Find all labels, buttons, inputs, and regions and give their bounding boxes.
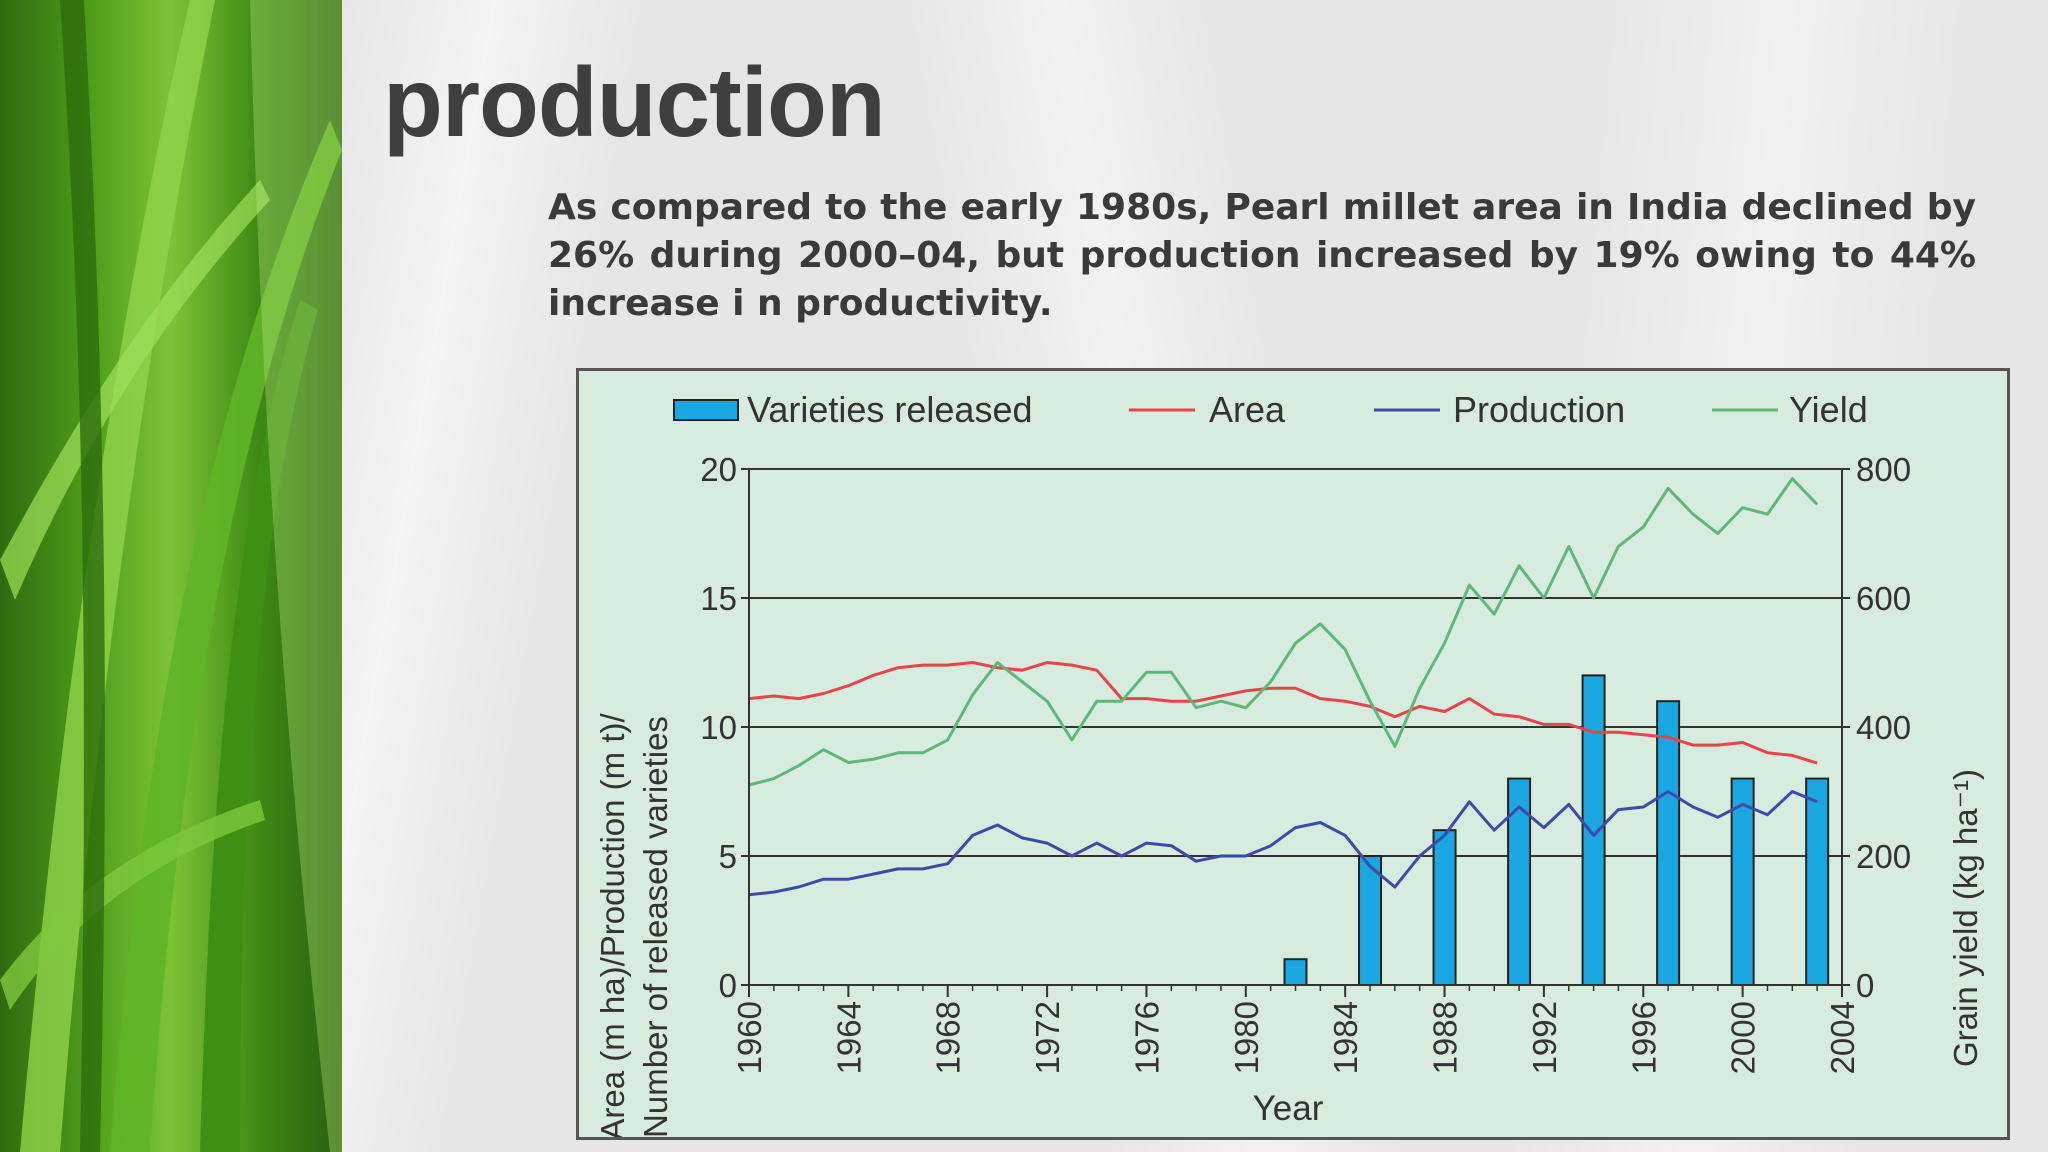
bar-1991 xyxy=(1507,777,1532,986)
y2-tick-label-0: 0 xyxy=(1856,967,1874,1004)
x-tick-label-1968: 1968 xyxy=(930,1001,967,1074)
grass-image xyxy=(0,0,342,1152)
y-axis-title-line2: Number of released varieties xyxy=(637,716,674,1137)
x-tick-label-1992: 1992 xyxy=(1526,1001,1563,1074)
bar-series-varieties xyxy=(1283,674,1830,987)
x-tick-label-1960: 1960 xyxy=(731,1001,768,1074)
y2-tick-label-600: 600 xyxy=(1856,580,1911,617)
legend-label-yield: Yield xyxy=(1789,389,1868,430)
y-tick-label-0: 0 xyxy=(719,967,737,1004)
y-axis-title-line1: Area (m ha)/Production (m t)/ xyxy=(594,713,631,1137)
legend-label-varieties: Varieties released xyxy=(747,389,1033,430)
x-tick-label-2000: 2000 xyxy=(1725,1001,1762,1074)
y-tick-label-10: 10 xyxy=(700,709,737,746)
bar-1982 xyxy=(1283,958,1308,987)
line-series-area xyxy=(748,661,1818,765)
line-series-group xyxy=(748,477,1819,897)
x-tick-label-1972: 1972 xyxy=(1029,1001,1066,1074)
bar-1985 xyxy=(1358,855,1383,986)
line-series-production xyxy=(748,790,1818,897)
x-tick-label-1984: 1984 xyxy=(1327,1001,1364,1074)
x-axis-title: Year xyxy=(1253,1089,1324,1128)
y2-axis-title: Grain yield (kg ha⁻¹) xyxy=(1947,769,1984,1067)
bar-1994 xyxy=(1581,674,1606,986)
y2-tick-label-800: 800 xyxy=(1856,451,1911,488)
y-tick-label-5: 5 xyxy=(719,838,737,875)
y-tick-label-15: 15 xyxy=(700,580,737,617)
slide-body-text: As compared to the early 1980s, Pearl mi… xyxy=(548,187,1976,324)
bar-1988 xyxy=(1432,829,1457,987)
line-series-yield xyxy=(748,477,1819,787)
y2-tick-label-200: 200 xyxy=(1856,838,1911,875)
x-tick-label-1980: 1980 xyxy=(1228,1001,1265,1074)
x-tick-label-1976: 1976 xyxy=(1128,1001,1165,1074)
y2-tick-label-400: 400 xyxy=(1856,709,1911,746)
slide-title: production xyxy=(383,47,886,157)
grass-blades xyxy=(0,0,342,1152)
bar-2003 xyxy=(1805,777,1830,986)
legend-swatch-varieties xyxy=(673,399,739,421)
x-tick-label-2004: 2004 xyxy=(1824,1001,1861,1074)
chart-frame: 0 5 10 15 20 0 200 400 600 800 1960 1964 1968 1972 197… xyxy=(576,368,2010,1140)
legend: Varieties released Area Production Yield xyxy=(673,389,1868,430)
bar-1997 xyxy=(1656,700,1681,986)
x-tick-label-1996: 1996 xyxy=(1625,1001,1662,1074)
legend-label-area: Area xyxy=(1209,389,1286,430)
legend-label-production: Production xyxy=(1453,389,1625,430)
x-tick-label-1988: 1988 xyxy=(1427,1001,1464,1074)
y-tick-label-20: 20 xyxy=(700,451,737,488)
x-tick-label-1964: 1964 xyxy=(830,1001,867,1074)
